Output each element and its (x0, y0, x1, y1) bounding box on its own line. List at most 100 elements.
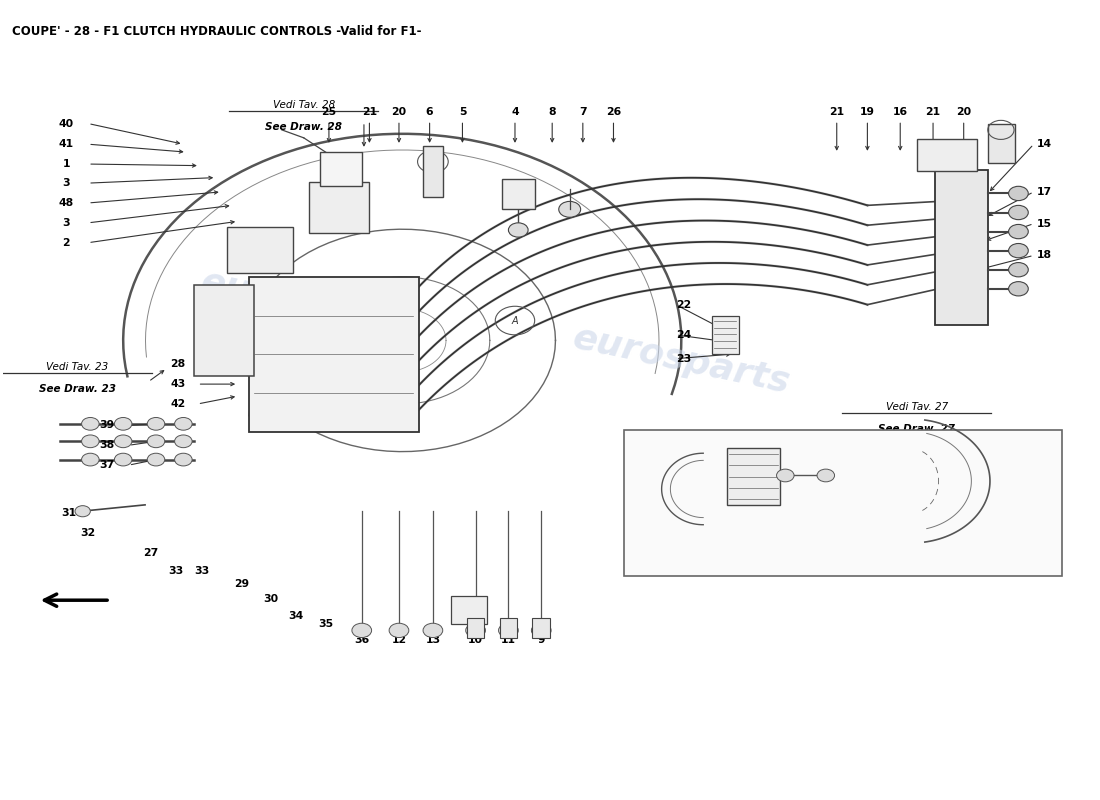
Text: Vedi Tav. 27: Vedi Tav. 27 (886, 402, 948, 411)
Circle shape (1009, 186, 1028, 201)
Text: 32: 32 (80, 529, 96, 538)
Text: 27: 27 (143, 547, 158, 558)
Text: 33: 33 (168, 566, 184, 576)
Text: eurosparts: eurosparts (197, 265, 421, 344)
Text: 47: 47 (682, 452, 697, 462)
Circle shape (75, 506, 90, 517)
Bar (712, 316, 739, 354)
Text: 8: 8 (549, 107, 556, 118)
Circle shape (1009, 243, 1028, 258)
Circle shape (114, 435, 132, 448)
Text: A: A (512, 315, 518, 326)
Circle shape (175, 454, 192, 466)
Bar (466, 618, 484, 638)
Text: 2: 2 (63, 238, 70, 248)
Text: 42: 42 (170, 399, 186, 409)
Circle shape (465, 623, 485, 638)
Text: 45: 45 (666, 539, 680, 550)
Text: 12: 12 (392, 635, 407, 645)
Text: 13: 13 (426, 635, 440, 645)
Text: 34: 34 (288, 611, 304, 621)
Text: 3: 3 (63, 218, 70, 228)
Circle shape (1009, 225, 1028, 238)
Circle shape (389, 623, 409, 638)
Text: 21: 21 (925, 107, 940, 118)
Circle shape (498, 623, 518, 638)
Text: 44: 44 (704, 539, 719, 550)
Bar (916, 139, 977, 171)
Text: 19: 19 (860, 107, 875, 118)
Bar (227, 227, 293, 273)
Text: See Draw. 23: See Draw. 23 (39, 384, 116, 394)
Text: eurosparts: eurosparts (570, 321, 793, 400)
Text: 4: 4 (512, 107, 519, 118)
Circle shape (817, 469, 835, 482)
Circle shape (175, 418, 192, 430)
Text: 9: 9 (538, 635, 544, 645)
Text: 30: 30 (263, 594, 278, 604)
Bar (727, 448, 780, 505)
Text: 29: 29 (234, 579, 249, 590)
Circle shape (81, 454, 99, 466)
Text: 25: 25 (321, 107, 337, 118)
Text: 16: 16 (893, 107, 907, 118)
Bar (499, 618, 517, 638)
Text: 48: 48 (58, 198, 74, 208)
Circle shape (147, 454, 165, 466)
Circle shape (1009, 262, 1028, 277)
Text: Vedi Tav. 28: Vedi Tav. 28 (273, 100, 334, 110)
Bar (320, 152, 362, 186)
Text: 38: 38 (99, 440, 114, 450)
Text: 11: 11 (500, 635, 516, 645)
Text: Vedi Tav. 23: Vedi Tav. 23 (46, 362, 108, 372)
Circle shape (559, 202, 581, 218)
Text: 40: 40 (58, 118, 74, 129)
Text: 24: 24 (675, 330, 691, 340)
Text: 17: 17 (1037, 187, 1053, 197)
Text: 3: 3 (63, 178, 70, 188)
Text: 33: 33 (195, 566, 210, 576)
Bar (424, 146, 442, 198)
Text: 26: 26 (606, 107, 621, 118)
Text: 1: 1 (63, 159, 70, 169)
Text: 46: 46 (650, 452, 664, 462)
Bar (935, 170, 988, 325)
Text: See Draw. 27: See Draw. 27 (878, 424, 955, 434)
Circle shape (424, 623, 442, 638)
Circle shape (1009, 282, 1028, 296)
Text: 43: 43 (170, 379, 186, 389)
Bar (195, 285, 254, 376)
Bar (502, 179, 535, 210)
Text: 23: 23 (675, 354, 691, 364)
Text: 21: 21 (362, 107, 377, 118)
Text: 20: 20 (956, 107, 971, 118)
Circle shape (508, 223, 528, 237)
Circle shape (175, 435, 192, 448)
Text: 41: 41 (58, 139, 74, 149)
Circle shape (1009, 206, 1028, 220)
Circle shape (531, 623, 551, 638)
Text: 7: 7 (579, 107, 586, 118)
Bar (451, 596, 486, 624)
Bar (532, 618, 550, 638)
Circle shape (81, 418, 99, 430)
Text: 15: 15 (1037, 218, 1053, 229)
Text: 36: 36 (354, 635, 370, 645)
Circle shape (114, 454, 132, 466)
Circle shape (352, 623, 372, 638)
Text: 10: 10 (469, 635, 483, 645)
Circle shape (114, 418, 132, 430)
Circle shape (81, 435, 99, 448)
Text: 37: 37 (99, 460, 114, 470)
Bar (988, 123, 1015, 163)
Bar (309, 182, 370, 233)
Text: 31: 31 (60, 508, 76, 518)
Text: 18: 18 (1037, 250, 1053, 261)
Circle shape (147, 418, 165, 430)
Text: COUPE' - 28 - F1 CLUTCH HYDRAULIC CONTROLS -Valid for F1-: COUPE' - 28 - F1 CLUTCH HYDRAULIC CONTRO… (11, 25, 421, 38)
Bar (625, 430, 1063, 576)
Circle shape (777, 469, 794, 482)
Text: 20: 20 (392, 107, 407, 118)
Text: 14: 14 (1037, 139, 1053, 149)
Text: 6: 6 (426, 107, 433, 118)
